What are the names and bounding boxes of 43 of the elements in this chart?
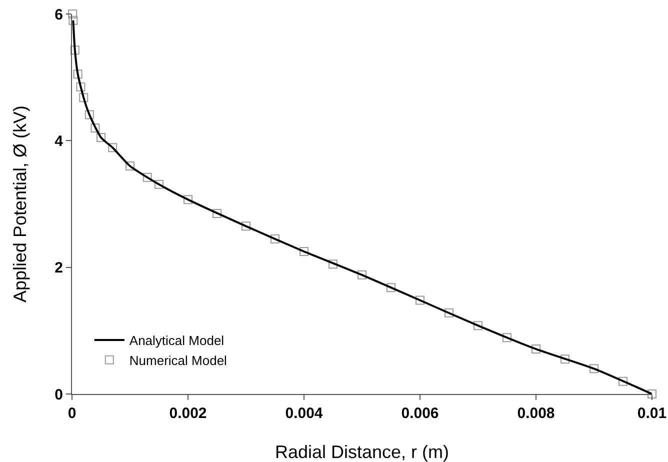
- point: [474, 321, 482, 330]
- y-tick-label: 0: [54, 386, 63, 404]
- point: [502, 333, 512, 342]
- point: [300, 247, 308, 256]
- legend-label: Numerical Model: [129, 352, 228, 368]
- point: [618, 376, 628, 386]
- x-tick-label: 0.004: [285, 405, 324, 422]
- x-tick-label: 0: [68, 405, 76, 422]
- y-tick-label: 6: [54, 6, 63, 24]
- point: [212, 209, 222, 218]
- x-tick-label: 0.006: [401, 405, 439, 422]
- point: [73, 70, 82, 79]
- point: [68, 16, 78, 25]
- point: [154, 180, 164, 189]
- point: [386, 283, 396, 292]
- x-axis-title: Radial Distance, r (m): [274, 442, 450, 462]
- legend-label: Analytical Model: [129, 333, 224, 348]
- point: [328, 260, 338, 269]
- point: [108, 143, 118, 152]
- point: [270, 234, 280, 244]
- point: [242, 222, 250, 231]
- y-axis-title: Applied Potential, Ø (kV): [10, 105, 30, 303]
- x-tick-label: 0.002: [169, 405, 207, 422]
- point: [96, 133, 106, 142]
- point: [90, 124, 100, 132]
- point: [532, 344, 540, 354]
- point: [84, 110, 94, 120]
- x-tick-label: 0.01: [637, 405, 667, 422]
- point: [70, 46, 80, 55]
- point: [560, 354, 570, 364]
- point: [590, 364, 598, 374]
- y-tick-label: 2: [54, 260, 63, 277]
- point: [184, 195, 192, 204]
- point: [142, 172, 152, 182]
- point: [76, 82, 86, 92]
- point: [79, 93, 88, 102]
- y-tick-label: 4: [54, 132, 64, 150]
- x-tick-label: 0.008: [517, 405, 555, 422]
- point: [358, 270, 366, 280]
- point: [68, 10, 78, 18]
- point: [444, 308, 454, 318]
- point: [416, 296, 424, 305]
- point: [126, 162, 134, 170]
